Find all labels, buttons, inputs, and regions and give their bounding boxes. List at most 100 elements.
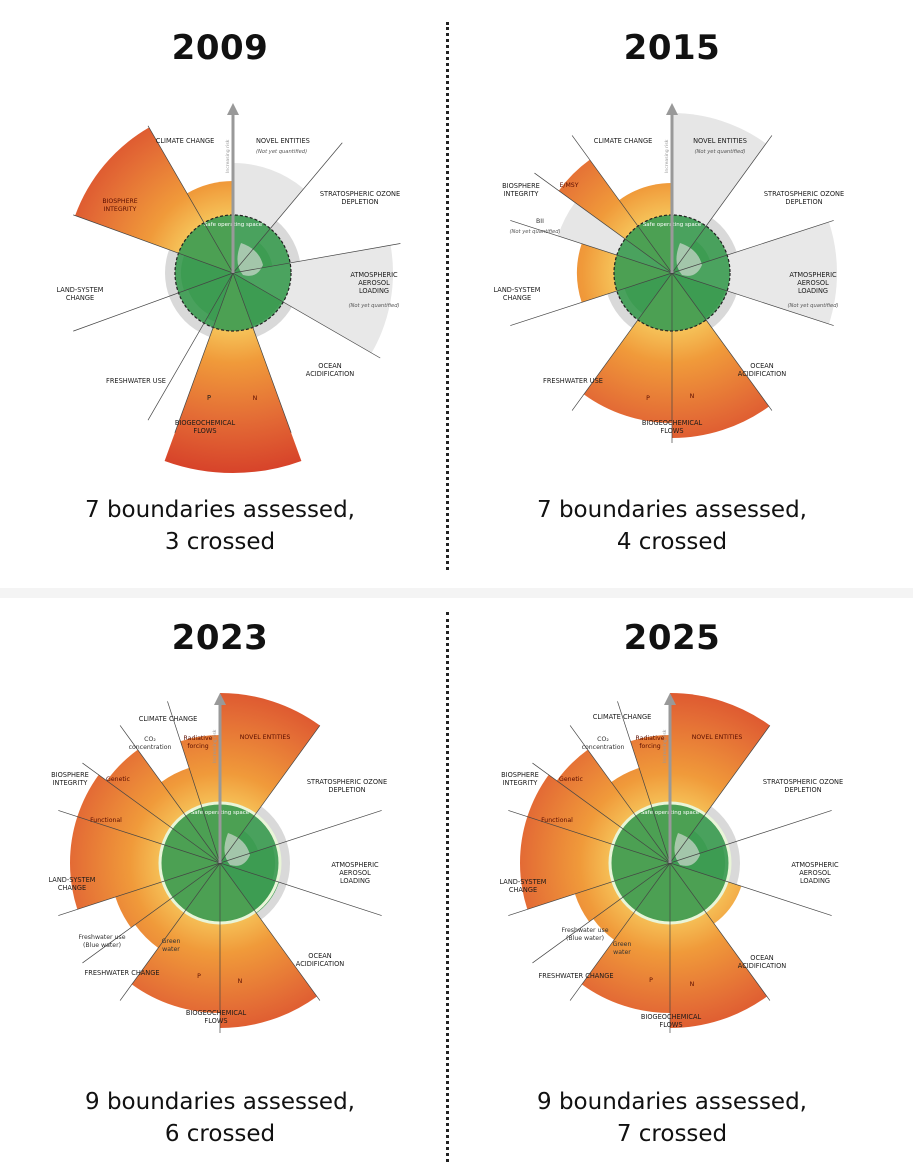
label-bii: BII (536, 218, 544, 225)
label-aerosol-nq: (Not yet quantified) (787, 303, 838, 309)
label-emsy: E/MSY (559, 182, 578, 189)
boundary-spoke (534, 172, 673, 274)
caption-line-1: 9 boundaries assessed, (85, 1089, 355, 1115)
caption-line-2: 7 crossed (616, 1121, 728, 1147)
label-climate: CLIMATE CHANGE (594, 137, 652, 145)
earth-continent-shape (224, 833, 250, 866)
label-bio: BIOSPHERE INTEGRITY (502, 182, 540, 198)
label-genetic: Genetic (559, 776, 583, 783)
boundary-spoke (671, 272, 834, 326)
risk-axis-label: Increasing risk (212, 729, 218, 763)
label-p: P (649, 977, 653, 984)
boundary-spoke (219, 862, 382, 916)
caption-line-2: 4 crossed (616, 529, 728, 555)
label-n: N (690, 393, 695, 400)
boundary-spoke (510, 220, 673, 274)
boundary-spoke (58, 862, 221, 916)
boundary-spoke (669, 862, 771, 1001)
boundary-spoke (617, 701, 671, 864)
label-p: P (207, 394, 211, 402)
boundary-spoke (219, 862, 321, 1001)
label-climate: CLIMATE CHANGE (139, 715, 197, 723)
boundary-spoke (671, 220, 834, 274)
label-novel: NOVEL ENTITIES (256, 137, 310, 145)
label-climate: CLIMATE CHANGE (593, 713, 651, 721)
panel-year: 2025 (623, 618, 721, 658)
label-ocean: OCEAN ACIDIFICATION (306, 362, 354, 378)
boundary-spoke (119, 862, 221, 1001)
risk-axis-arrowhead (664, 693, 676, 705)
risk-axis-label: Increasing risk (662, 729, 668, 763)
risk-axis-label: Increasing risk (664, 139, 670, 173)
boundary-spoke (219, 725, 321, 864)
label-ozone: STRATOSPHERIC OZONE DEPLETION (764, 190, 844, 206)
label-bio: BIOSPHERE INTEGRITY (102, 198, 137, 213)
boundary-spoke (508, 862, 671, 916)
label-land: LAND-SYSTEM CHANGE (56, 286, 103, 302)
boundary-spoke (147, 125, 234, 274)
label-aerosol: ATMOSPHERIC AEROSOL LOADING (789, 271, 837, 295)
boundary-spoke (569, 862, 671, 1001)
boundary-spoke (119, 725, 221, 864)
panel-year: 2023 (171, 618, 269, 658)
boundary-spoke (532, 762, 671, 864)
label-ocean: OCEAN ACIDIFICATION (738, 954, 786, 970)
label-land: LAND-SYSTEM CHANGE (48, 876, 95, 892)
panel-2023: 2023 9 boundaries assessed, 6 crossed (0, 590, 440, 1150)
label-blue: Freshwater use (Blue water) (78, 934, 125, 949)
label-p: P (646, 395, 650, 402)
wedge-aerosol (672, 222, 837, 324)
label-aerosol-nq: (Not yet quantified) (348, 303, 399, 309)
label-functional: Functional (541, 817, 573, 824)
caption-line-1: 7 boundaries assessed, (537, 497, 807, 523)
horizontal-divider (0, 588, 913, 598)
panel-caption: 7 boundaries assessed, 4 crossed (452, 494, 892, 558)
label-climate: CLIMATE CHANGE (156, 137, 214, 145)
label-novel: NOVEL ENTITIES (692, 734, 743, 741)
boundary-spoke (569, 725, 671, 864)
label-aerosol: ATMOSPHERIC AEROSOL LOADING (350, 271, 398, 295)
label-aerosol: ATMOSPHERIC AEROSOL LOADING (791, 861, 839, 885)
earth-continent-shape (237, 243, 263, 276)
panel-caption: 9 boundaries assessed, 7 crossed (452, 1086, 892, 1150)
label-novel: NOVEL ENTITIES (240, 734, 291, 741)
panel-caption: 7 boundaries assessed, 3 crossed (0, 494, 440, 558)
boundary-spoke (82, 762, 221, 864)
label-n: N (690, 981, 695, 988)
label-land: LAND-SYSTEM CHANGE (493, 286, 540, 302)
label-functional: Functional (90, 817, 122, 824)
caption-line-2: 3 crossed (164, 529, 276, 555)
label-bgc: BIOGEOCHEMICAL FLOWS (641, 1013, 702, 1029)
caption-line-2: 6 crossed (164, 1121, 276, 1147)
label-co2: CO₂ concentration (129, 736, 172, 751)
label-land: LAND-SYSTEM CHANGE (499, 878, 546, 894)
label-bgc: BIOGEOCHEMICAL FLOWS (175, 419, 236, 435)
label-green: Green water (162, 938, 181, 953)
label-aerosol: ATMOSPHERIC AEROSOL LOADING (331, 861, 379, 885)
risk-axis-label: Increasing risk (225, 139, 231, 173)
label-bio: BIOSPHERE INTEGRITY (501, 771, 539, 787)
label-novel-nq: (Not yet quantified) (256, 149, 307, 155)
boundary-spoke (232, 243, 401, 274)
boundary-spoke (571, 135, 673, 274)
boundary-spoke (82, 862, 221, 964)
boundary-spoke (669, 862, 832, 916)
boundary-spoke (232, 142, 343, 274)
label-ozone: STRATOSPHERIC OZONE DEPLETION (307, 778, 387, 794)
panel-2009: 2009 7 boundaries assessed, 3 crossed (0, 0, 440, 560)
boundary-spoke (510, 272, 673, 326)
label-bio: BIOSPHERE INTEGRITY (51, 771, 89, 787)
panel-caption: 9 boundaries assessed, 6 crossed (0, 1086, 440, 1150)
boundary-spoke (73, 214, 234, 274)
boundary-spoke (147, 272, 234, 421)
label-fresh: FRESHWATER CHANGE (539, 972, 614, 980)
vertical-divider-top (446, 22, 449, 570)
boundary-spoke (669, 725, 771, 864)
label-fresh: FRESHWATER USE (543, 377, 603, 385)
label-ocean: OCEAN ACIDIFICATION (296, 952, 344, 968)
caption-line-1: 7 boundaries assessed, (85, 497, 355, 523)
